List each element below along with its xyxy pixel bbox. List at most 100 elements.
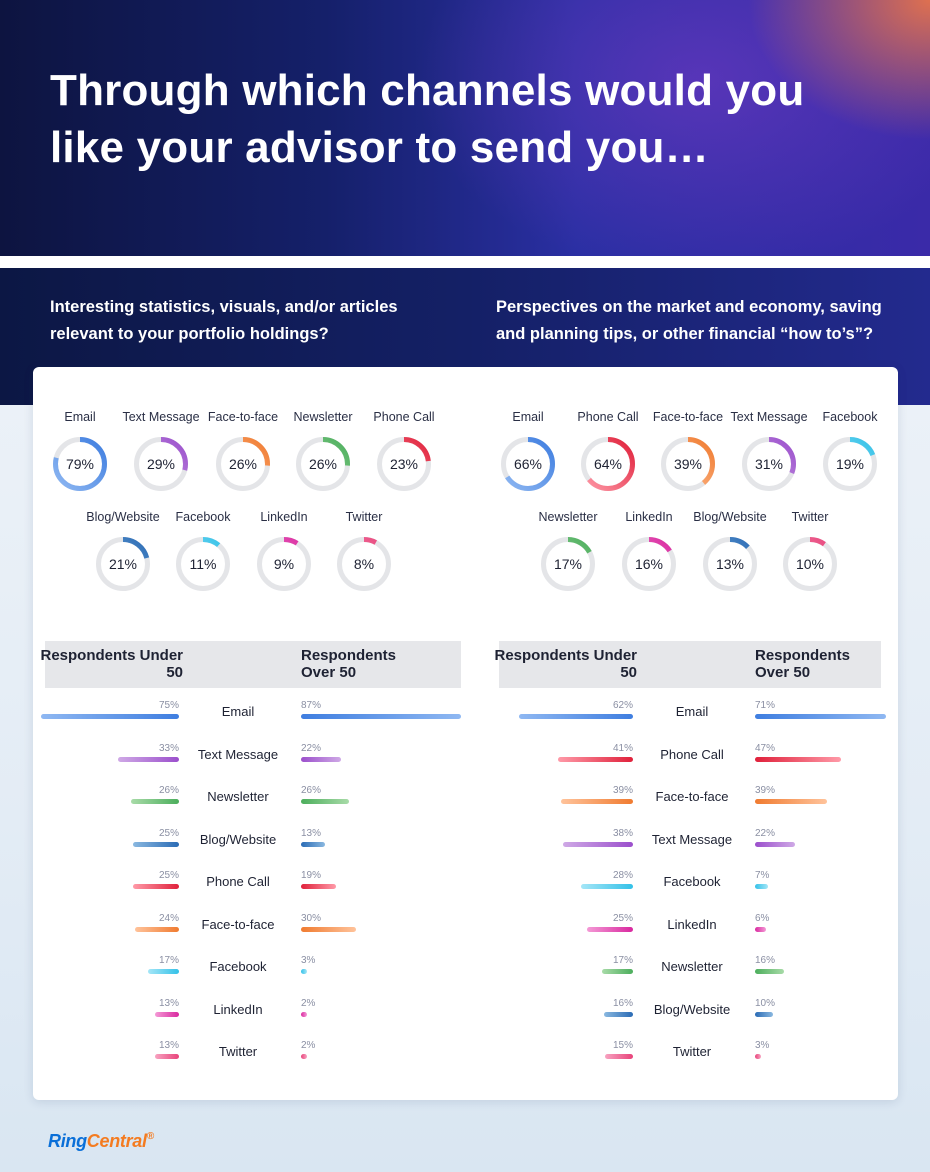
donut-label-linkedin: LinkedIn <box>260 510 308 524</box>
bar-under-50-linkedin <box>155 1011 179 1017</box>
donut-ring-text-message <box>742 437 796 491</box>
donut-label-face-to-face: Face-to-face <box>652 410 724 424</box>
donut-value-blog-website: 21% <box>108 556 138 572</box>
donut-arc-phone-call <box>377 437 431 491</box>
donut-arc-linkedin <box>622 537 676 591</box>
pct-over-50-newsletter: 16% <box>755 955 776 966</box>
logo-text-ring: Ring <box>48 1131 87 1151</box>
donut-phone-call: 64% <box>580 436 636 492</box>
bar-under-50-phone-call <box>133 884 179 889</box>
donut-value-linkedin: 16% <box>634 556 664 572</box>
row-label-face-to-face: Face-to-face <box>655 789 729 804</box>
donut-arc-twitter <box>337 537 391 591</box>
bar-over-50-phone-call <box>755 756 842 762</box>
donut-linkedin: 9% <box>256 536 312 592</box>
bar-under-50-linkedin <box>587 926 633 932</box>
row-label-face-to-face: Face-to-face <box>201 916 275 932</box>
question-right: Perspectives on the market and economy, … <box>496 298 882 343</box>
donut-arc-text-message <box>134 437 188 491</box>
bar-under-50-twitter <box>605 1054 633 1059</box>
donut-twitter: 10% <box>782 536 838 592</box>
donut-ring-email <box>53 437 107 491</box>
donut-value-twitter: 8% <box>353 556 375 572</box>
donut-arc-face-to-face <box>661 437 715 491</box>
hero-banner: Through which channels would you like yo… <box>0 0 930 256</box>
page-title: Through which channels would you like yo… <box>50 66 805 172</box>
bar-over-50-text-message <box>755 841 796 847</box>
donut-email: 79% <box>52 436 108 492</box>
donut-facebook: 11% <box>175 536 231 592</box>
results-card: Email 79% Text Message 29% Face-to-face 26% Ne… <box>33 367 898 1100</box>
donut-ring-text-message <box>134 437 188 491</box>
row-label-phone-call: Phone Call <box>660 746 724 762</box>
pct-over-50-text-message: 22% <box>755 827 776 839</box>
pct-over-50-face-to-face: 39% <box>755 785 776 796</box>
donut-ring-linkedin <box>257 537 311 591</box>
donut-facebook: 19% <box>822 436 878 492</box>
pct-over-50-blog-website: 10% <box>755 997 776 1009</box>
donut-value-phone-call: 23% <box>389 456 419 472</box>
donut-value-email: 66% <box>513 456 543 472</box>
bar-over-50-face-to-face <box>301 926 357 932</box>
pct-over-50-blog-website: 13% <box>301 827 322 839</box>
donut-newsletter: 26% <box>295 436 351 492</box>
donut-value-blog-website: 13% <box>715 556 745 572</box>
donut-label-blog-website: Blog/Website <box>693 510 767 524</box>
donut-label-newsletter: Newsletter <box>538 510 598 524</box>
bar-under-50-face-to-face <box>561 799 633 804</box>
donut-value-email: 79% <box>65 456 95 472</box>
row-label-blog-website: Blog/Website <box>653 1001 731 1017</box>
row-label-phone-call: Phone Call <box>206 874 270 889</box>
donut-arc-blog-website <box>96 537 150 591</box>
pct-under-50-facebook: 17% <box>158 955 179 966</box>
bar-under-50-face-to-face <box>134 926 179 932</box>
donut-linkedin: 16% <box>621 536 677 592</box>
pct-over-50-facebook: 3% <box>301 955 316 966</box>
bar-over-50-email <box>301 714 462 719</box>
pct-under-50-twitter: 13% <box>158 1040 179 1051</box>
row-label-facebook: Facebook <box>663 874 721 889</box>
bar-over-50-facebook <box>755 884 768 889</box>
pct-over-50-phone-call: 47% <box>755 742 776 754</box>
pct-under-50-linkedin: 13% <box>158 997 179 1009</box>
bar-over-50-blog-website <box>755 1011 774 1017</box>
donut-arc-phone-call <box>581 437 635 491</box>
donut-face-to-face: 39% <box>660 436 716 492</box>
donut-label-twitter: Twitter <box>791 510 829 524</box>
donut-ring-facebook <box>823 437 877 491</box>
header-under-50: Respondents Under 50 <box>494 647 637 681</box>
donut-face-to-face: 26% <box>215 436 271 492</box>
donut-label-text-message: Text Message <box>730 410 808 424</box>
pct-under-50-face-to-face: 39% <box>612 785 633 796</box>
donut-email: 66% <box>500 436 556 492</box>
question-left: Interesting statistics, visuals, and/or … <box>50 298 398 343</box>
bar-over-50-newsletter <box>755 969 785 974</box>
bar-over-50-linkedin <box>755 926 767 932</box>
donut-ring-face-to-face <box>661 437 715 491</box>
pct-under-50-email: 75% <box>158 700 179 711</box>
donut-ring-newsletter <box>296 437 350 491</box>
pct-under-50-email: 62% <box>612 700 633 711</box>
bar-over-50-linkedin <box>301 1011 307 1017</box>
pct-under-50-linkedin: 25% <box>612 912 633 924</box>
pct-over-50-linkedin: 6% <box>755 912 770 924</box>
pct-under-50-blog-website: 25% <box>158 827 179 839</box>
donut-arc-linkedin <box>257 537 311 591</box>
donut-phone-call: 23% <box>376 436 432 492</box>
row-label-newsletter: Newsletter <box>661 959 723 974</box>
pct-under-50-twitter: 15% <box>612 1040 633 1051</box>
donut-arc-email <box>501 437 555 491</box>
donut-arc-facebook <box>176 537 230 591</box>
donut-label-email: Email <box>64 410 96 424</box>
donut-arc-blog-website <box>703 537 757 591</box>
donut-value-text-message: 29% <box>146 456 176 472</box>
pct-over-50-facebook: 7% <box>755 870 770 881</box>
donut-label-email: Email <box>512 410 544 424</box>
donut-arc-face-to-face <box>216 437 270 491</box>
logo-mark: ® <box>146 1131 154 1142</box>
bar-over-50-text-message <box>301 756 342 762</box>
row-label-twitter: Twitter <box>672 1044 712 1059</box>
donut-arc-email <box>53 437 107 491</box>
ringcentral-logo: RingCentral® <box>48 1131 154 1152</box>
bar-over-50-face-to-face <box>755 799 827 804</box>
